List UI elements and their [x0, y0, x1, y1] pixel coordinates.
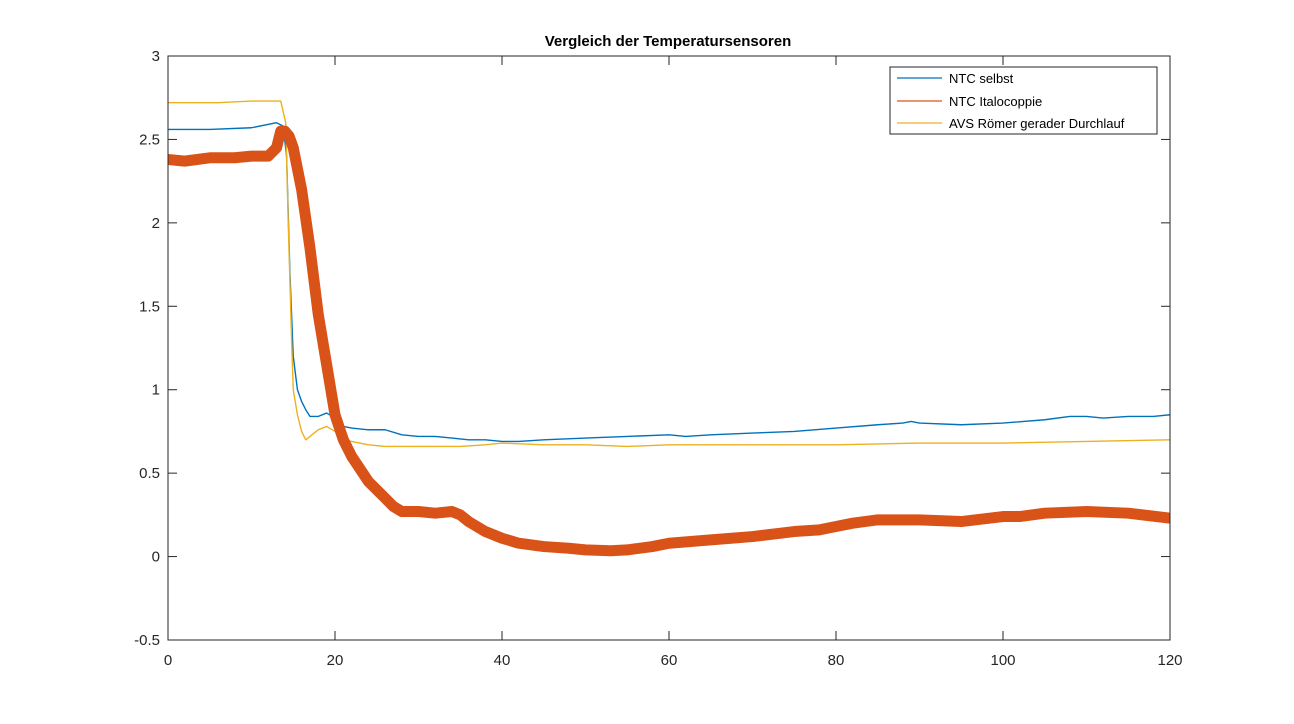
x-tick-label: 120	[1157, 652, 1182, 669]
x-tick-label: 80	[828, 652, 845, 669]
chart-title: Vergleich der Temperatursensoren	[545, 33, 791, 50]
series-line-ntc-selbst	[168, 122, 1170, 443]
x-tick-label: 20	[327, 652, 344, 669]
y-tick-label: 2	[152, 215, 160, 232]
axes-box	[167, 55, 1171, 641]
y-tick-label: 1.5	[139, 298, 160, 315]
x-tick-label: 0	[164, 652, 172, 669]
x-tick-label: 60	[661, 652, 678, 669]
legend: NTC selbst NTC Italocoppie AVS Römer ger…	[889, 66, 1158, 135]
y-tick-label: -0.5	[134, 632, 160, 649]
y-axis-ticks: -0.5 0 0.5 1 1.5 2 2.5 3	[134, 48, 1170, 649]
series-line-ntc-italocoppie	[168, 125, 1170, 557]
y-tick-label: 2.5	[139, 131, 160, 148]
series-layer	[168, 100, 1170, 557]
x-axis-ticks: 0 20 40 60 80 100 120	[164, 56, 1183, 669]
y-tick-label: 1	[152, 382, 160, 399]
legend-label-ntc-italocoppie: NTC Italocoppie	[949, 94, 1042, 109]
x-tick-label: 100	[990, 652, 1015, 669]
x-tick-label: 40	[494, 652, 511, 669]
y-tick-label: 3	[152, 48, 160, 65]
y-tick-label: 0.5	[139, 465, 160, 482]
y-tick-label: 0	[152, 549, 160, 566]
legend-label-avs-roemer: AVS Römer gerader Durchlauf	[949, 116, 1125, 131]
legend-label-ntc-selbst: NTC selbst	[949, 71, 1014, 86]
